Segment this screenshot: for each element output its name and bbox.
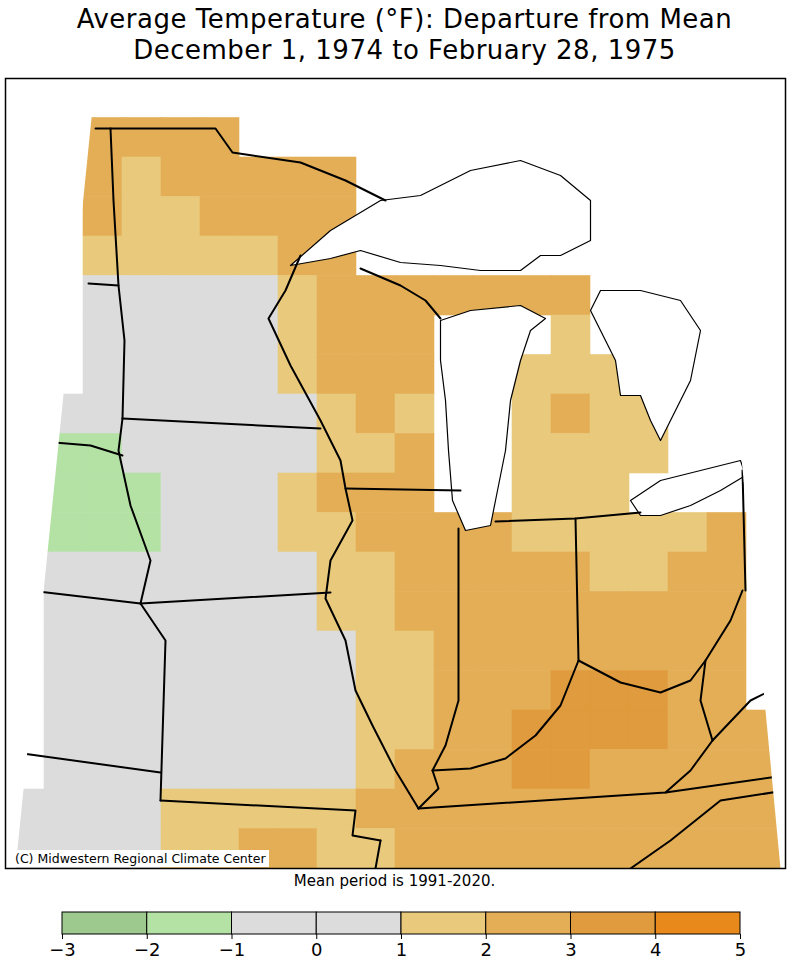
svg-text:5: 5 bbox=[735, 939, 746, 960]
html-text:December 1, 1974 to February 2: December 1, 1974 to February 28, 1975 bbox=[133, 35, 676, 65]
html-text:Average Temperature (°F): Depa: Average Temperature (°F): Departure from… bbox=[76, 4, 733, 34]
svg-text:−2: −2 bbox=[134, 939, 161, 960]
svg-text:−1: −1 bbox=[219, 939, 246, 960]
svg-text:3: 3 bbox=[565, 939, 576, 960]
svg-text:1: 1 bbox=[396, 939, 407, 960]
svg-text:4: 4 bbox=[650, 939, 661, 960]
html-text:Mean period is 1991-2020.: Mean period is 1991-2020. bbox=[293, 872, 496, 890]
svg-text:−3: −3 bbox=[49, 939, 76, 960]
svg-text:2: 2 bbox=[481, 939, 492, 960]
html-text:(C) Midwestern Regional Climat: (C) Midwestern Regional Climate Center bbox=[15, 851, 266, 866]
svg-text:0: 0 bbox=[311, 939, 322, 960]
